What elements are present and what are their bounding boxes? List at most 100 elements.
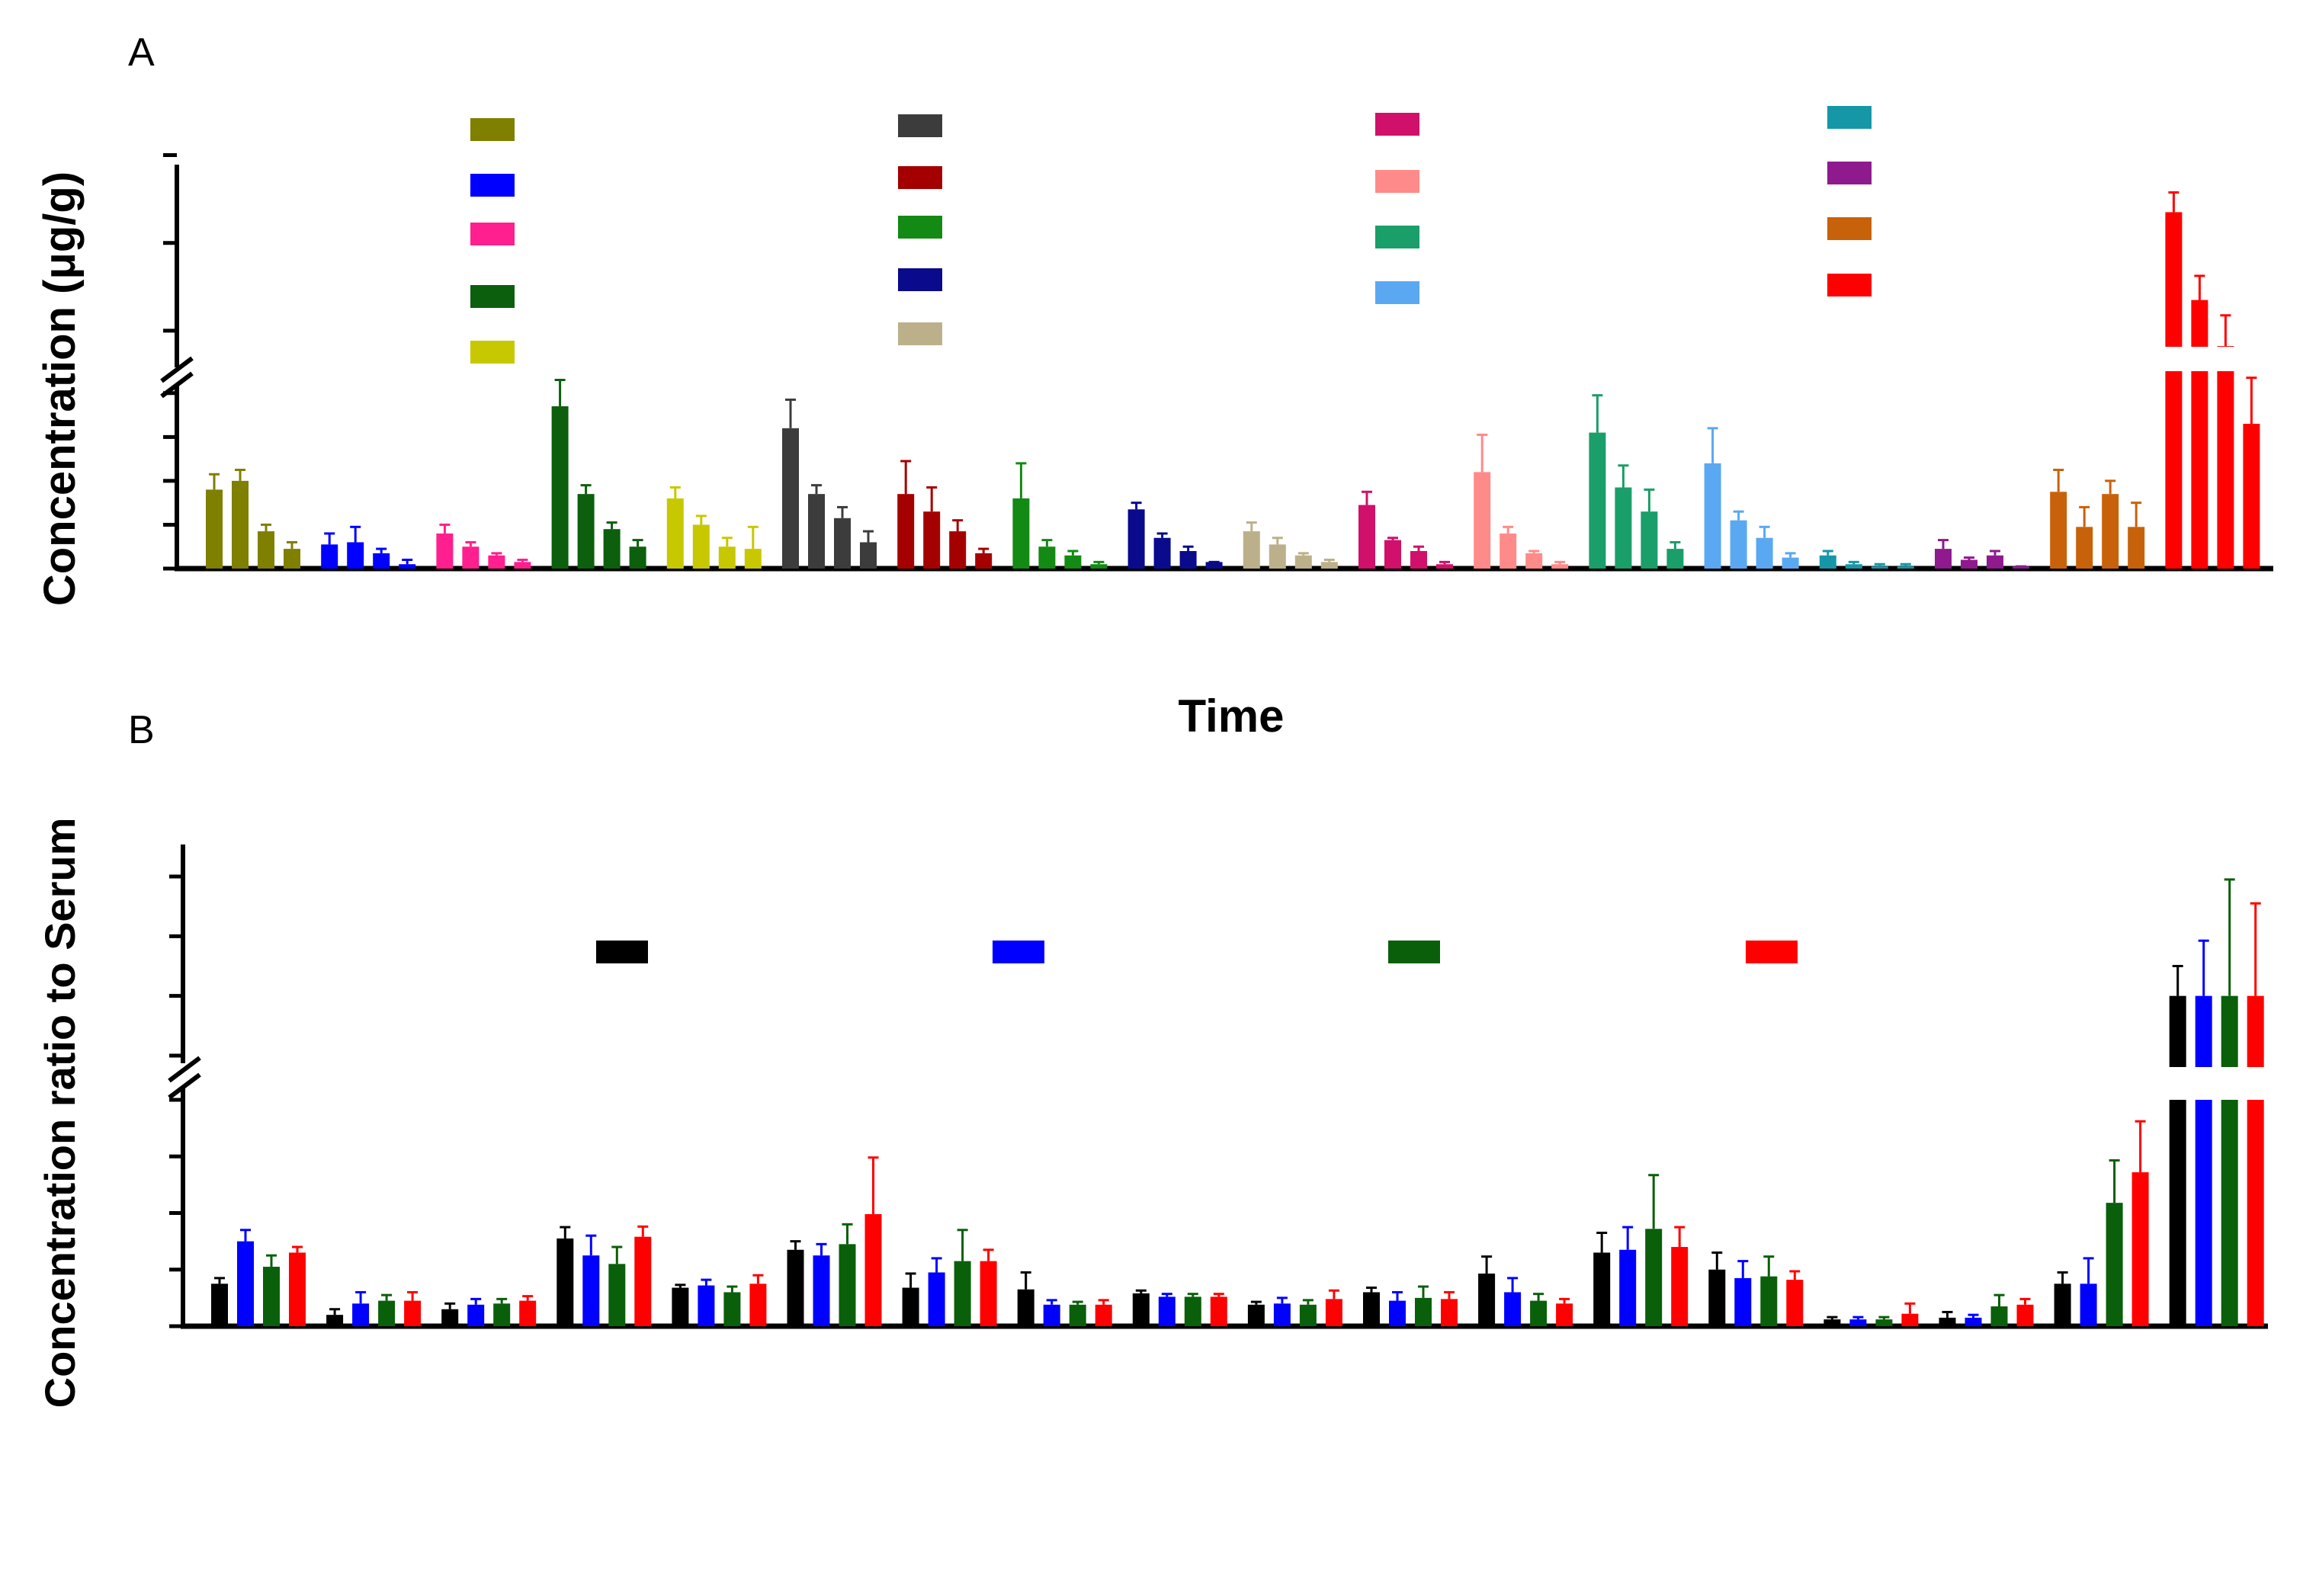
bar-lung-4-d (1645, 1229, 1663, 1326)
bar-stomach-4-d (1530, 1300, 1548, 1326)
bar-tumor-10-d (2131, 1172, 2149, 1326)
bar-heart-10-d (1782, 557, 1799, 569)
bar-large-intestine-10-d (1325, 1299, 1342, 1326)
bar-bladder-4-h (897, 494, 915, 569)
bar-spinal-cord-4-d (1990, 1306, 2008, 1326)
bar-spinal-cord-24-h (1965, 1317, 1982, 1326)
bar-small-intestine-4-h (1363, 1292, 1380, 1326)
bar-heart-4-d (1756, 537, 1773, 569)
bar-heart-24-h (1734, 1277, 1752, 1326)
bar-heart-4-h (1704, 463, 1721, 569)
bar-prostate-10-d (1090, 564, 1108, 569)
bar-bladder-4-d (954, 1261, 971, 1326)
bar-skin-4-d (258, 531, 274, 569)
bar-large-intestine-24-h (1273, 1303, 1291, 1326)
legend-swatch-kidney (898, 114, 942, 137)
legend-swatch-testis (898, 268, 942, 291)
bar-prostate-4-h (1017, 1289, 1034, 1326)
bar-skin-4-h (211, 1284, 228, 1326)
panel-b-label: B (128, 708, 155, 752)
legend-swatch-heart (1375, 281, 1419, 304)
bar-kidney-24-h (808, 494, 825, 569)
bar-brain-10-d (1897, 566, 1914, 569)
bar-spleen-24-h (698, 1285, 715, 1326)
bar-large-intestine-4-h (1247, 1304, 1265, 1326)
bar-spleen-4-d (718, 546, 736, 569)
legend-swatch-pancreas (470, 223, 515, 245)
bar-skin-4-h (206, 489, 223, 569)
bar-bladder-4-h (902, 1287, 919, 1326)
bar-spleen-10-d (744, 549, 762, 569)
bar-bladder-24-h (928, 1272, 945, 1326)
bar-stomach-24-h (1504, 1292, 1522, 1326)
bar-pancreas-4-h (436, 533, 454, 569)
bar-heart-4-h (1708, 1269, 1726, 1326)
bar-lung-24-h (1615, 487, 1632, 569)
bar-small-intestine-4-d (1415, 1297, 1432, 1326)
bar-lung-4-h (1593, 1252, 1611, 1326)
bar-kidney-24-h (813, 1255, 830, 1326)
bar-small-intestine-24-h (1384, 540, 1401, 569)
bar-small-intestine-10-d (1441, 1299, 1458, 1326)
legend-swatch-spinal-cord (1827, 162, 1872, 184)
bar-kidney-10-d (864, 1213, 882, 1326)
bar-liver-10-d (629, 546, 646, 569)
chart-a-bars (206, 191, 2260, 569)
bar-upper-serum-24-h (2191, 300, 2208, 347)
bar-liver-4-d (608, 1264, 626, 1326)
bar-brain-4-h (1819, 555, 1836, 569)
bar-small-intestine-4-d (1410, 550, 1427, 569)
bar-testis-4-d (1179, 550, 1197, 569)
bar-muscle-4-d (378, 1300, 396, 1326)
bar-muscle-4-h (321, 544, 338, 569)
bar-testis-4-h (1132, 1293, 1150, 1326)
legend-swatch-spleen (470, 341, 515, 364)
bar-liver-4-d (603, 529, 621, 569)
bar-lung-24-h (1619, 1249, 1637, 1326)
legend-swatch-24-h (993, 941, 1044, 963)
bar-kidney-4-h (782, 428, 799, 569)
bar-bladder-4-d (949, 531, 967, 569)
bar-large-intestine-4-d (1294, 555, 1312, 569)
bar-testis-4-h (1127, 509, 1145, 569)
bar-muscle-4-d (373, 553, 390, 569)
legend-swatch-tumor (1827, 217, 1872, 240)
legend-swatch-muscle (470, 174, 515, 197)
bar-skin-4-d (263, 1267, 280, 1326)
bar-serum-4-d (2221, 1100, 2238, 1326)
bar-tumor-4-h (2050, 492, 2067, 569)
bar-lung-4-h (1589, 432, 1606, 569)
bar-upper-serum-4-h (2169, 995, 2186, 1067)
bar-tumor-10-d (2128, 527, 2145, 569)
bar-pancreas-24-h (462, 546, 480, 569)
bar-brain-4-h (1823, 1319, 1841, 1326)
bar-tumor-4-h (2054, 1284, 2071, 1326)
bar-stomach-10-d (1556, 1303, 1573, 1326)
bar-pancreas-10-d (514, 562, 531, 569)
chart-b-y-axis-label: Concentration ratio to Serum (36, 818, 84, 1409)
bar-prostate-10-d (1095, 1304, 1112, 1326)
bar-spinal-cord-4-d (1987, 555, 2003, 569)
bar-prostate-24-h (1038, 546, 1056, 569)
bar-stomach-4-h (1474, 472, 1491, 569)
axis-break-mark (168, 1072, 201, 1100)
bar-muscle-4-h (326, 1315, 344, 1326)
bar-upper-serum-4-d (2221, 995, 2238, 1067)
bar-brain-24-h (1849, 1319, 1867, 1326)
bar-lung-10-d (1666, 549, 1684, 569)
bar-testis-24-h (1153, 537, 1171, 569)
bar-prostate-24-h (1043, 1304, 1060, 1326)
bar-stomach-4-d (1525, 553, 1543, 569)
chart-a-y-axis-label: Concentration (μg/g) (35, 171, 85, 606)
chart-a: Concentration (μg/g) Time (35, 106, 2273, 742)
bar-serum-4-h (2169, 1100, 2186, 1326)
bar-spleen-4-h (666, 498, 684, 569)
axis-break-mark (168, 1056, 201, 1083)
bar-serum-10-d (2243, 424, 2260, 569)
bar-testis-10-d (1210, 1296, 1227, 1326)
bar-pancreas-4-d (488, 555, 505, 569)
bar-prostate-4-d (1064, 555, 1082, 569)
chart-b: Concentration ratio to Serum (36, 818, 2268, 1409)
bar-large-intestine-10-d (1320, 562, 1338, 569)
